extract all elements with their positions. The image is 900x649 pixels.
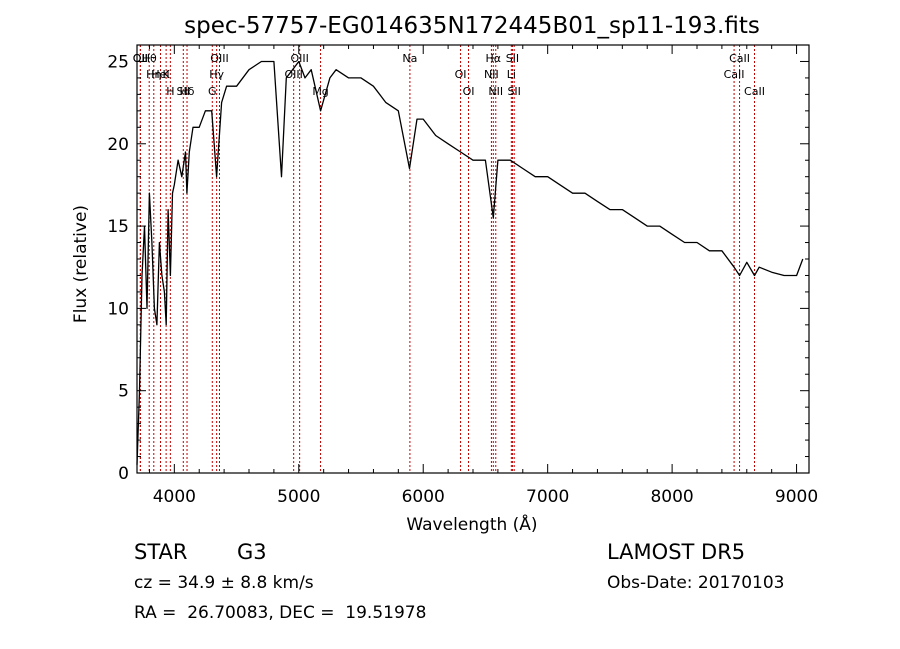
y-tick-label: 10 (107, 299, 129, 319)
line-marker-label: CaII (729, 52, 750, 65)
line-marker-label: Hη (146, 68, 161, 81)
line-marker-label: SII (177, 85, 190, 98)
x-tick-label: 7000 (526, 487, 569, 507)
line-marker-label: OIII (210, 52, 228, 65)
line-labels: HθKHδOIIHeISIIOIIHηHOIIIHγGOIIIOIIIMgNaO… (133, 52, 765, 98)
line-marker-label: OI (455, 68, 467, 81)
y-tick-label: 5 (118, 382, 129, 402)
x-tick-label: 4000 (153, 487, 196, 507)
line-marker-label: OI (463, 85, 475, 98)
line-marker-label: SII (507, 85, 520, 98)
spectrum-series-line (136, 60, 804, 465)
line-marker-label: K (163, 68, 171, 81)
object-class: STAR (134, 540, 188, 564)
line-marker-label: SII (506, 52, 519, 65)
line-marker-label: Na (402, 52, 417, 65)
line-marker-label: Hα (486, 52, 502, 65)
sky-coordinates: RA = 26.70083, DEC = 19.51978 (134, 603, 427, 623)
line-marker-label: Hγ (209, 68, 224, 81)
line-marker-label: Li (507, 68, 516, 81)
line-marker-label: H (166, 85, 174, 98)
y-tick-label: 20 (107, 135, 129, 155)
object-subclass: G3 (237, 540, 267, 564)
line-marker-label: OIII (284, 68, 302, 81)
y-axis-label: Flux (relative) (71, 205, 91, 323)
y-axis: 0 5 10 15 20 25 (107, 44, 809, 484)
line-marker-label: OIII (290, 52, 308, 65)
y-tick-label: 15 (107, 217, 129, 237)
x-axis-label: Wavelength (Å) (406, 513, 537, 535)
plot-frame (136, 44, 810, 474)
x-tick-label: 5000 (277, 487, 320, 507)
redshift-velocity: cz = 34.9 ± 8.8 km/s (134, 573, 314, 593)
line-marker-label: OII (133, 52, 148, 65)
line-marker-label: CaII (724, 68, 745, 81)
line-markers (139, 45, 755, 473)
line-marker-label: NII (484, 68, 499, 81)
observation-date: Obs-Date: 20170103 (607, 573, 785, 593)
x-tick-label: 6000 (402, 487, 445, 507)
survey-name: LAMOST DR5 (607, 540, 746, 564)
line-marker-label: G (208, 85, 217, 98)
x-tick-label: 9000 (775, 487, 818, 507)
line-marker-label: Hδ (180, 85, 195, 98)
y-tick-label: 0 (118, 464, 129, 484)
line-marker-label: CaII (744, 85, 765, 98)
chart-title: spec-57757-EG014635N172445B01_sp11-193.f… (184, 13, 760, 39)
x-tick-label: 8000 (650, 487, 693, 507)
line-marker-label: NII (488, 85, 503, 98)
line-marker-label: HeI (151, 68, 169, 81)
y-tick-label: 25 (107, 52, 129, 72)
x-axis: 4000 5000 6000 7000 8000 9000 (148, 45, 818, 507)
